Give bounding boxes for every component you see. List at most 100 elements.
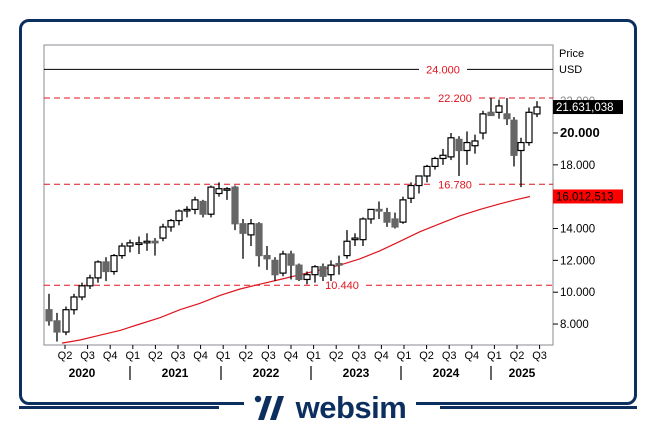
candle-body	[86, 277, 94, 287]
last-price-tag	[553, 100, 623, 115]
y-tick-label: 14.000	[560, 224, 595, 236]
candle-body	[303, 274, 311, 281]
candle-body	[503, 113, 511, 120]
x-quarter-label: Q1	[487, 350, 502, 362]
candle-body	[143, 240, 151, 244]
candle-body	[207, 186, 215, 215]
x-quarter-label: Q2	[58, 350, 73, 362]
candle-body	[45, 309, 53, 322]
candle-body	[175, 210, 183, 222]
level-label: 24.000	[426, 64, 460, 76]
candle-body	[415, 175, 423, 187]
candle-body	[423, 165, 431, 177]
candle-body	[94, 261, 102, 279]
candle-body	[351, 237, 359, 241]
y-tick-label: 20.000	[560, 125, 600, 140]
candle-body	[199, 200, 207, 215]
x-quarter-label: Q1	[216, 350, 231, 362]
candle-body	[62, 309, 70, 333]
x-quarter-label: Q2	[510, 350, 525, 362]
candle-body	[223, 188, 231, 191]
candle-body	[359, 218, 367, 241]
candle-body	[135, 242, 143, 246]
candle-body	[431, 157, 439, 168]
candle-body	[447, 137, 455, 158]
candle-body	[517, 141, 525, 152]
candle-body	[343, 240, 351, 257]
candle-body	[279, 253, 287, 274]
candle-body	[407, 184, 415, 199]
brand-name: websim	[295, 389, 407, 425]
candle-body	[455, 138, 463, 152]
candle-body	[319, 266, 327, 277]
candle-body	[215, 188, 223, 195]
x-quarter-label: Q3	[442, 350, 457, 362]
x-quarter-label: Q4	[103, 350, 118, 362]
candle-body	[239, 223, 247, 234]
candle-body	[183, 208, 191, 212]
brand-footer: websim	[0, 389, 660, 426]
last-price-label: 21.631,038	[556, 102, 614, 114]
x-year-label: 2025	[509, 366, 536, 380]
candle-body	[118, 245, 126, 257]
brand-divider-right	[440, 406, 637, 409]
candle-body	[247, 223, 255, 236]
candle-body	[126, 242, 134, 247]
x-quarter-label: Q4	[464, 350, 479, 362]
level-label: 10.440	[325, 280, 359, 292]
candle-body	[439, 154, 447, 160]
candle-body	[263, 254, 271, 260]
x-quarter-label: Q2	[419, 350, 434, 362]
candle-body	[479, 113, 487, 134]
x-quarter-label: Q4	[193, 350, 208, 362]
axis-header-price: Price	[559, 48, 584, 60]
candle-body	[533, 106, 541, 115]
candle-body	[327, 264, 335, 276]
x-quarter-label: Q2	[329, 350, 344, 362]
candle-body	[311, 266, 319, 276]
x-quarter-label: Q1	[306, 350, 321, 362]
x-quarter-label: Q2	[238, 350, 253, 362]
x-quarter-label: Q3	[80, 350, 95, 362]
x-year-label: 2021	[162, 366, 189, 380]
candle-body	[231, 186, 239, 225]
x-quarter-label: Q2	[148, 350, 163, 362]
x-quarter-label: Q3	[171, 350, 186, 362]
candle-body	[287, 253, 295, 266]
brand-divider-left	[19, 406, 219, 409]
candle-body	[191, 199, 199, 211]
x-year-label: 2022	[253, 366, 280, 380]
candle-body	[510, 119, 518, 156]
candle-body	[255, 223, 263, 257]
x-quarter-label: Q4	[284, 350, 299, 362]
candle-body	[53, 320, 61, 333]
level-label: 22.200	[438, 93, 472, 105]
candle-body	[487, 111, 495, 117]
candle-body	[399, 199, 407, 223]
candle-body	[471, 140, 479, 147]
candle-body	[335, 262, 343, 266]
candle-body	[78, 285, 86, 298]
ma-price-label: 16.012,513	[556, 191, 614, 203]
y-tick-label: 10.000	[560, 287, 595, 299]
y-tick-label: 12.000	[560, 255, 595, 267]
candle-body	[383, 212, 391, 223]
candle-body	[110, 254, 118, 273]
candle-body	[70, 296, 78, 311]
x-quarter-label: Q3	[261, 350, 276, 362]
candle-body	[375, 208, 383, 212]
candle-body	[391, 218, 399, 228]
y-tick-label: 18.000	[560, 160, 595, 172]
candle-body	[295, 264, 303, 281]
x-quarter-label: Q3	[351, 350, 366, 362]
candle-body	[495, 105, 503, 113]
x-quarter-label: Q1	[397, 350, 412, 362]
candle-body	[151, 240, 159, 244]
candle-body	[271, 259, 279, 276]
y-tick-label: 8.000	[560, 319, 589, 331]
candle-body	[167, 219, 175, 228]
plot-area	[43, 44, 554, 346]
x-year-label: 2020	[69, 366, 96, 380]
x-quarter-label: Q1	[125, 350, 140, 362]
